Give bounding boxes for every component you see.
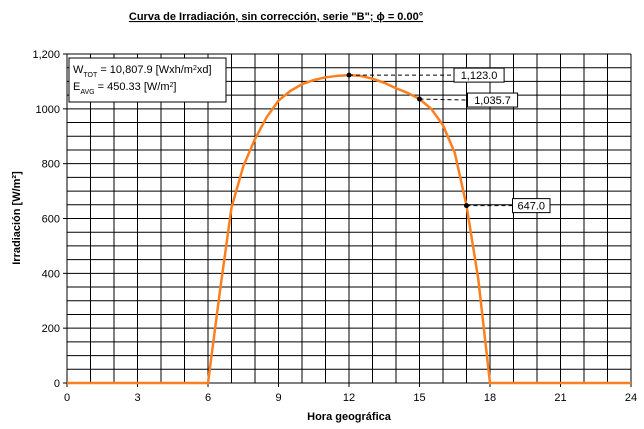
y-tick-label: 0 (54, 378, 60, 390)
info-text-part: = 10,807.9 [Wxh/m (97, 64, 193, 76)
info-text-part: 2 (193, 65, 197, 72)
label-box (512, 198, 551, 214)
data-label: 1,035.7 (474, 95, 511, 107)
x-axis-label: Hora geográfica (307, 411, 392, 423)
x-tick-label: 3 (134, 392, 140, 404)
y-axis-label: Irradiación [W/m²] (11, 171, 23, 265)
y-tick-label: 800 (42, 159, 60, 171)
leader-line (419, 98, 468, 101)
point (464, 203, 469, 209)
x-tick-label: 24 (625, 392, 637, 404)
x-tick-label: 18 (484, 392, 496, 404)
y-tick-label: 1000 (36, 104, 60, 116)
chart-title: Curva de Irradiación, sin corrección, se… (129, 11, 423, 23)
info-text: WTOT = 10,807.9 [Wxh/m2xd] (73, 64, 212, 79)
info-text-part: W (73, 64, 84, 76)
info-text-part: AVG (80, 89, 94, 96)
x-tick-label: 12 (343, 392, 355, 404)
x-tick-label: 15 (413, 392, 425, 404)
info-box (68, 57, 227, 103)
y-tick-label: 200 (42, 323, 60, 335)
y-tick-label: 400 (42, 268, 60, 280)
y-tick-label: 600 (42, 214, 60, 226)
point (417, 96, 422, 102)
point (346, 72, 352, 78)
info-text-part: xd] (197, 64, 212, 76)
info-text-part: ] (173, 81, 176, 93)
data-label: 647.0 (517, 201, 545, 213)
x-tick-label: 9 (275, 392, 281, 404)
y-tick-label: 1,200 (32, 49, 60, 61)
info-text: EAVG = 450.33 [W/m2] (73, 81, 176, 96)
info-text-part: E (73, 81, 80, 93)
x-tick-label: 21 (554, 392, 566, 404)
info-text-part: TOT (83, 72, 98, 79)
info-text-part: 2 (170, 82, 174, 89)
info-text-part: = 450.33 [W/m (95, 81, 170, 93)
x-tick-label: 6 (205, 392, 211, 404)
label-box (467, 92, 519, 108)
x-tick-label: 0 (64, 392, 70, 404)
data-label: 1,123.0 (461, 70, 498, 82)
label-box (453, 67, 505, 83)
